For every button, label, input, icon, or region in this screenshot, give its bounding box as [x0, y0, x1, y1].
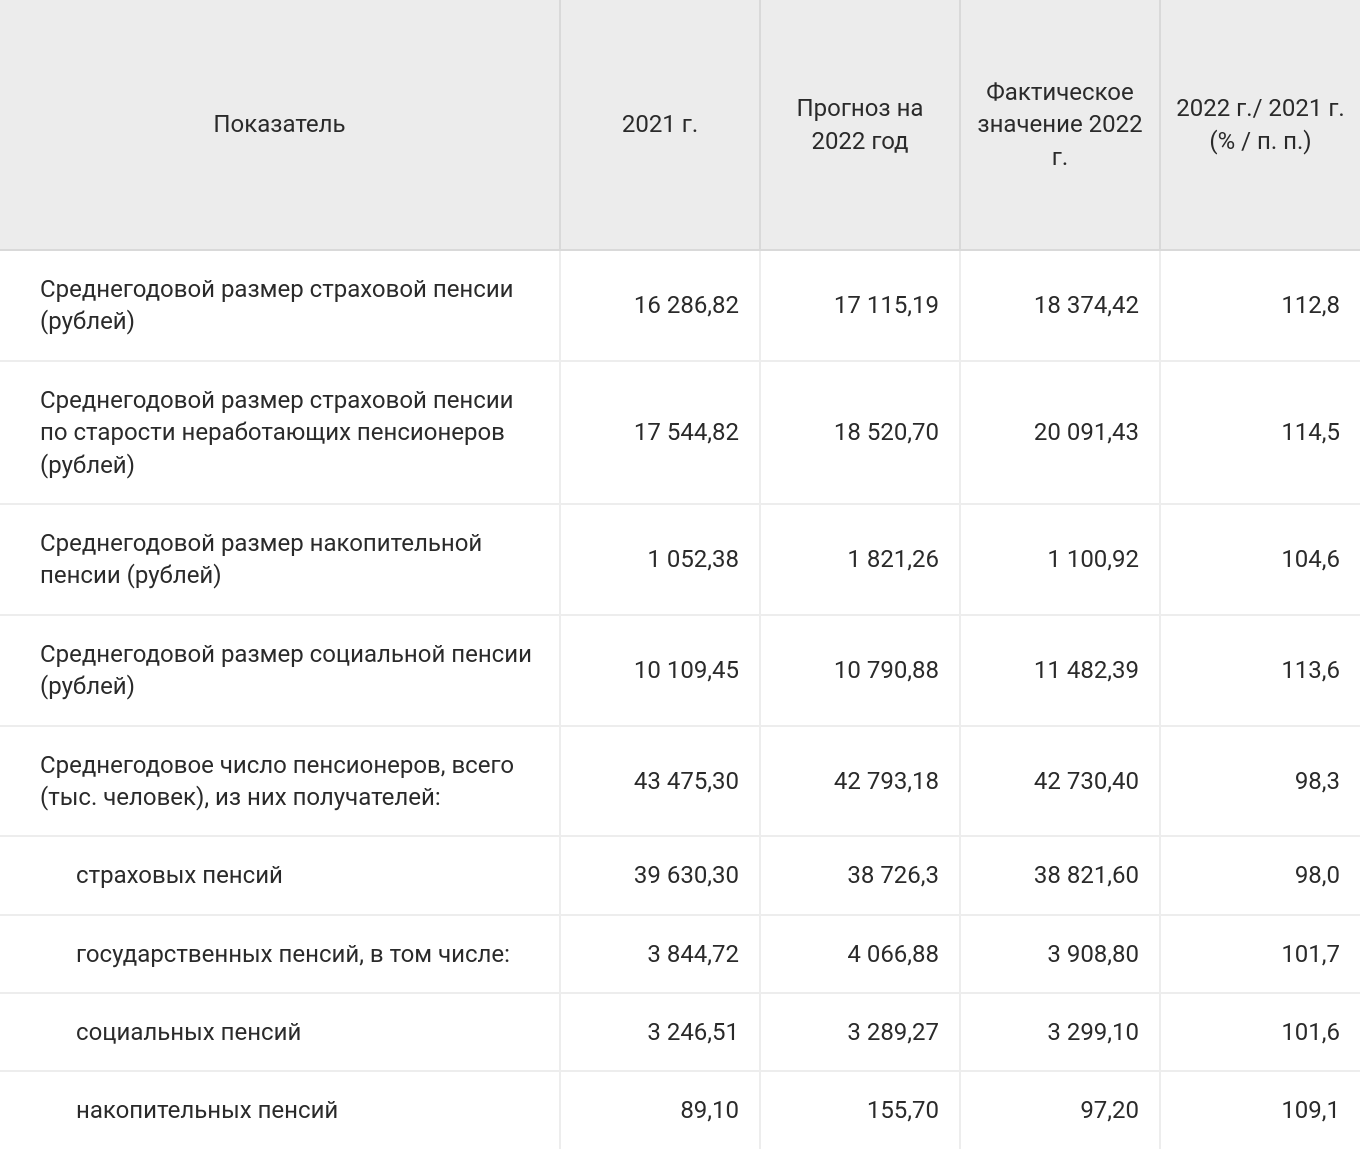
cell-value: 3 844,72	[560, 915, 760, 993]
col-header-actual-2022: Фактическое значение 2022 г.	[960, 0, 1160, 250]
col-header-ratio: 2022 г./ 2021 г. (% / п. п.)	[1160, 0, 1360, 250]
cell-value: 3 299,10	[960, 993, 1160, 1071]
table-row: Среднегодовой размер страховой пенсии (р…	[0, 250, 1360, 361]
cell-value: 39 630,30	[560, 836, 760, 914]
table-row: Среднегодовой размер накопительной пенси…	[0, 504, 1360, 615]
cell-value: 43 475,30	[560, 726, 760, 837]
col-header-forecast-2022: Прогноз на 2022 год	[760, 0, 960, 250]
table-header-row: Показатель 2021 г. Прогноз на 2022 год Ф…	[0, 0, 1360, 250]
cell-value: 1 821,26	[760, 504, 960, 615]
row-label: накопительных пенсий	[0, 1071, 560, 1148]
table-row: страховых пенсий39 630,3038 726,338 821,…	[0, 836, 1360, 914]
cell-value: 1 052,38	[560, 504, 760, 615]
cell-value: 20 091,43	[960, 361, 1160, 504]
row-label: Среднегодовой размер накопительной пенси…	[0, 504, 560, 615]
cell-value: 101,7	[1160, 915, 1360, 993]
table-row: Среднегодовой размер социальной пенсии (…	[0, 615, 1360, 726]
row-label: государственных пенсий, в том числе:	[0, 915, 560, 993]
cell-value: 17 544,82	[560, 361, 760, 504]
cell-value: 18 520,70	[760, 361, 960, 504]
cell-value: 112,8	[1160, 250, 1360, 361]
col-header-indicator: Показатель	[0, 0, 560, 250]
cell-value: 11 482,39	[960, 615, 1160, 726]
row-label: Среднегодовой размер социальной пенсии (…	[0, 615, 560, 726]
cell-value: 98,3	[1160, 726, 1360, 837]
row-label: Среднегодовой размер страховой пенсии по…	[0, 361, 560, 504]
row-label: Среднегодовой размер страховой пенсии (р…	[0, 250, 560, 361]
cell-value: 16 286,82	[560, 250, 760, 361]
cell-value: 155,70	[760, 1071, 960, 1148]
row-label: страховых пенсий	[0, 836, 560, 914]
table-body: Среднегодовой размер страховой пенсии (р…	[0, 250, 1360, 1149]
cell-value: 10 109,45	[560, 615, 760, 726]
row-label: социальных пенсий	[0, 993, 560, 1071]
cell-value: 104,6	[1160, 504, 1360, 615]
cell-value: 114,5	[1160, 361, 1360, 504]
cell-value: 1 100,92	[960, 504, 1160, 615]
cell-value: 42 730,40	[960, 726, 1160, 837]
cell-value: 3 908,80	[960, 915, 1160, 993]
cell-value: 18 374,42	[960, 250, 1160, 361]
cell-value: 97,20	[960, 1071, 1160, 1148]
cell-value: 3 246,51	[560, 993, 760, 1071]
cell-value: 101,6	[1160, 993, 1360, 1071]
table-row: государственных пенсий, в том числе:3 84…	[0, 915, 1360, 993]
pension-table: Показатель 2021 г. Прогноз на 2022 год Ф…	[0, 0, 1360, 1149]
cell-value: 3 289,27	[760, 993, 960, 1071]
cell-value: 113,6	[1160, 615, 1360, 726]
table-row: Среднегодовой размер страховой пенсии по…	[0, 361, 1360, 504]
cell-value: 98,0	[1160, 836, 1360, 914]
cell-value: 42 793,18	[760, 726, 960, 837]
table-row: Среднегодовое число пенсионеров, всего (…	[0, 726, 1360, 837]
table-row: накопительных пенсий89,10155,7097,20109,…	[0, 1071, 1360, 1148]
cell-value: 38 821,60	[960, 836, 1160, 914]
cell-value: 89,10	[560, 1071, 760, 1148]
table-row: социальных пенсий3 246,513 289,273 299,1…	[0, 993, 1360, 1071]
cell-value: 17 115,19	[760, 250, 960, 361]
cell-value: 10 790,88	[760, 615, 960, 726]
cell-value: 4 066,88	[760, 915, 960, 993]
cell-value: 109,1	[1160, 1071, 1360, 1148]
col-header-2021: 2021 г.	[560, 0, 760, 250]
cell-value: 38 726,3	[760, 836, 960, 914]
row-label: Среднегодовое число пенсионеров, всего (…	[0, 726, 560, 837]
